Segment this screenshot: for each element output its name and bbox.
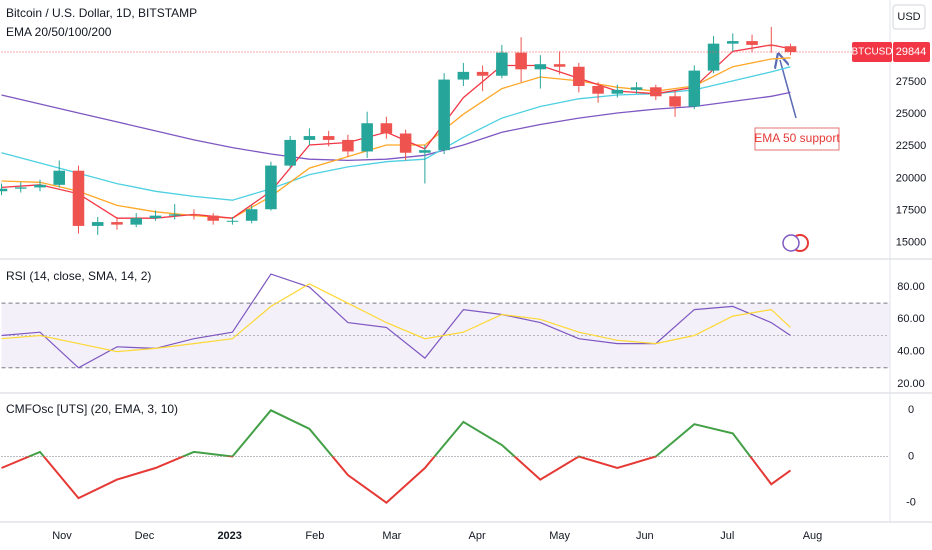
candle-body	[515, 52, 527, 70]
y-tick-label: 80.00	[897, 281, 925, 293]
x-tick-label: Jun	[636, 530, 654, 542]
ema-line	[1, 44, 791, 219]
cmf-line	[1, 456, 792, 504]
y-tick-label: -0	[906, 497, 916, 509]
candle-body	[14, 187, 27, 189]
y-tick-label: 20.00	[897, 378, 925, 390]
candle-body	[573, 66, 585, 86]
y-tick-label: 25000	[896, 108, 927, 120]
candle-body	[361, 123, 373, 152]
candle-body	[784, 46, 797, 53]
rsi-line	[1, 283, 791, 353]
candle-body	[746, 41, 758, 45]
y-tick-label: 17500	[896, 204, 927, 216]
candle-body	[592, 86, 604, 94]
candle-body	[707, 43, 720, 71]
y-tick-label: 20000	[896, 172, 927, 184]
candle-body	[245, 209, 258, 221]
y-tick-label: 22500	[896, 140, 927, 152]
chart-title: Bitcoin / U.S. Dollar, 1D, BITSTAMP	[6, 6, 197, 20]
cmf-line	[26, 409, 752, 457]
candle-body	[457, 71, 470, 80]
candle-body	[130, 218, 142, 225]
candle-body	[534, 64, 547, 70]
candle-body	[438, 79, 450, 151]
candle-body	[553, 64, 566, 67]
candle-body	[149, 215, 162, 219]
candle-body	[53, 170, 66, 185]
x-tick-label: Nov	[52, 530, 72, 542]
price-tag	[893, 42, 930, 63]
candle-body	[188, 214, 200, 216]
event-icon[interactable]	[782, 234, 800, 252]
candle-body	[688, 70, 701, 107]
x-tick-label: Dec	[135, 530, 155, 542]
y-tick-label: 40.00	[897, 346, 925, 358]
candle-body	[0, 188, 8, 192]
candle-body	[303, 136, 316, 140]
y-tick-label: 0	[908, 404, 914, 416]
candle-body	[72, 170, 85, 226]
y-tick-label: 15000	[896, 237, 927, 249]
candle-body	[399, 133, 412, 153]
x-tick-label: Aug	[803, 530, 823, 542]
candle-body	[476, 71, 489, 76]
currency-label[interactable]: USD	[897, 11, 920, 23]
ticker-tag	[852, 42, 892, 63]
candle-body	[765, 44, 778, 47]
currency-button[interactable]	[892, 4, 926, 30]
candle-body	[34, 184, 46, 188]
x-tick-label: May	[549, 530, 570, 542]
candle-body	[380, 123, 393, 134]
ema-line	[1, 57, 791, 219]
candle-body	[284, 139, 296, 166]
x-tick-label: Jul	[720, 530, 734, 542]
cmf-negative	[1, 456, 792, 504]
annotation-box	[754, 127, 840, 151]
candle-body	[322, 136, 335, 140]
x-tick-label: 2023	[217, 530, 241, 542]
candle-body	[168, 214, 181, 216]
x-tick-label: Mar	[382, 530, 401, 542]
ema-line	[1, 66, 791, 201]
ticker-label: BTCUSD	[851, 47, 892, 58]
candle-body	[207, 215, 219, 221]
indicator-label: RSI (14, close, SMA, 14, 2)	[6, 269, 151, 283]
y-tick-label: 0	[908, 450, 914, 462]
candle-body	[630, 87, 643, 90]
candle-body	[265, 165, 277, 210]
annotation: EMA 50 support	[754, 131, 840, 145]
candle-body	[650, 87, 662, 97]
candle-body	[419, 150, 431, 153]
candle-body	[496, 52, 508, 76]
cmf-positive	[26, 409, 752, 457]
indicator-label: CMFOsc [UTS] (20, EMA, 3, 10)	[6, 402, 178, 416]
y-tick-label: 27500	[896, 76, 927, 88]
x-tick-label: Apr	[469, 530, 486, 542]
candle-body	[91, 222, 104, 226]
candle-body	[342, 139, 354, 152]
candle-body	[111, 222, 123, 225]
candle-body	[226, 220, 239, 222]
y-tick-label: 60.00	[897, 313, 925, 325]
indicator-label: EMA 20/50/100/200	[6, 25, 112, 39]
candle-body	[727, 41, 739, 44]
candle-body	[669, 96, 681, 107]
price-label: 29844	[896, 46, 927, 58]
candle-body	[611, 89, 624, 94]
rsi-line	[1, 273, 791, 369]
annotation-arrow	[780, 60, 797, 119]
x-tick-label: Feb	[305, 530, 324, 542]
